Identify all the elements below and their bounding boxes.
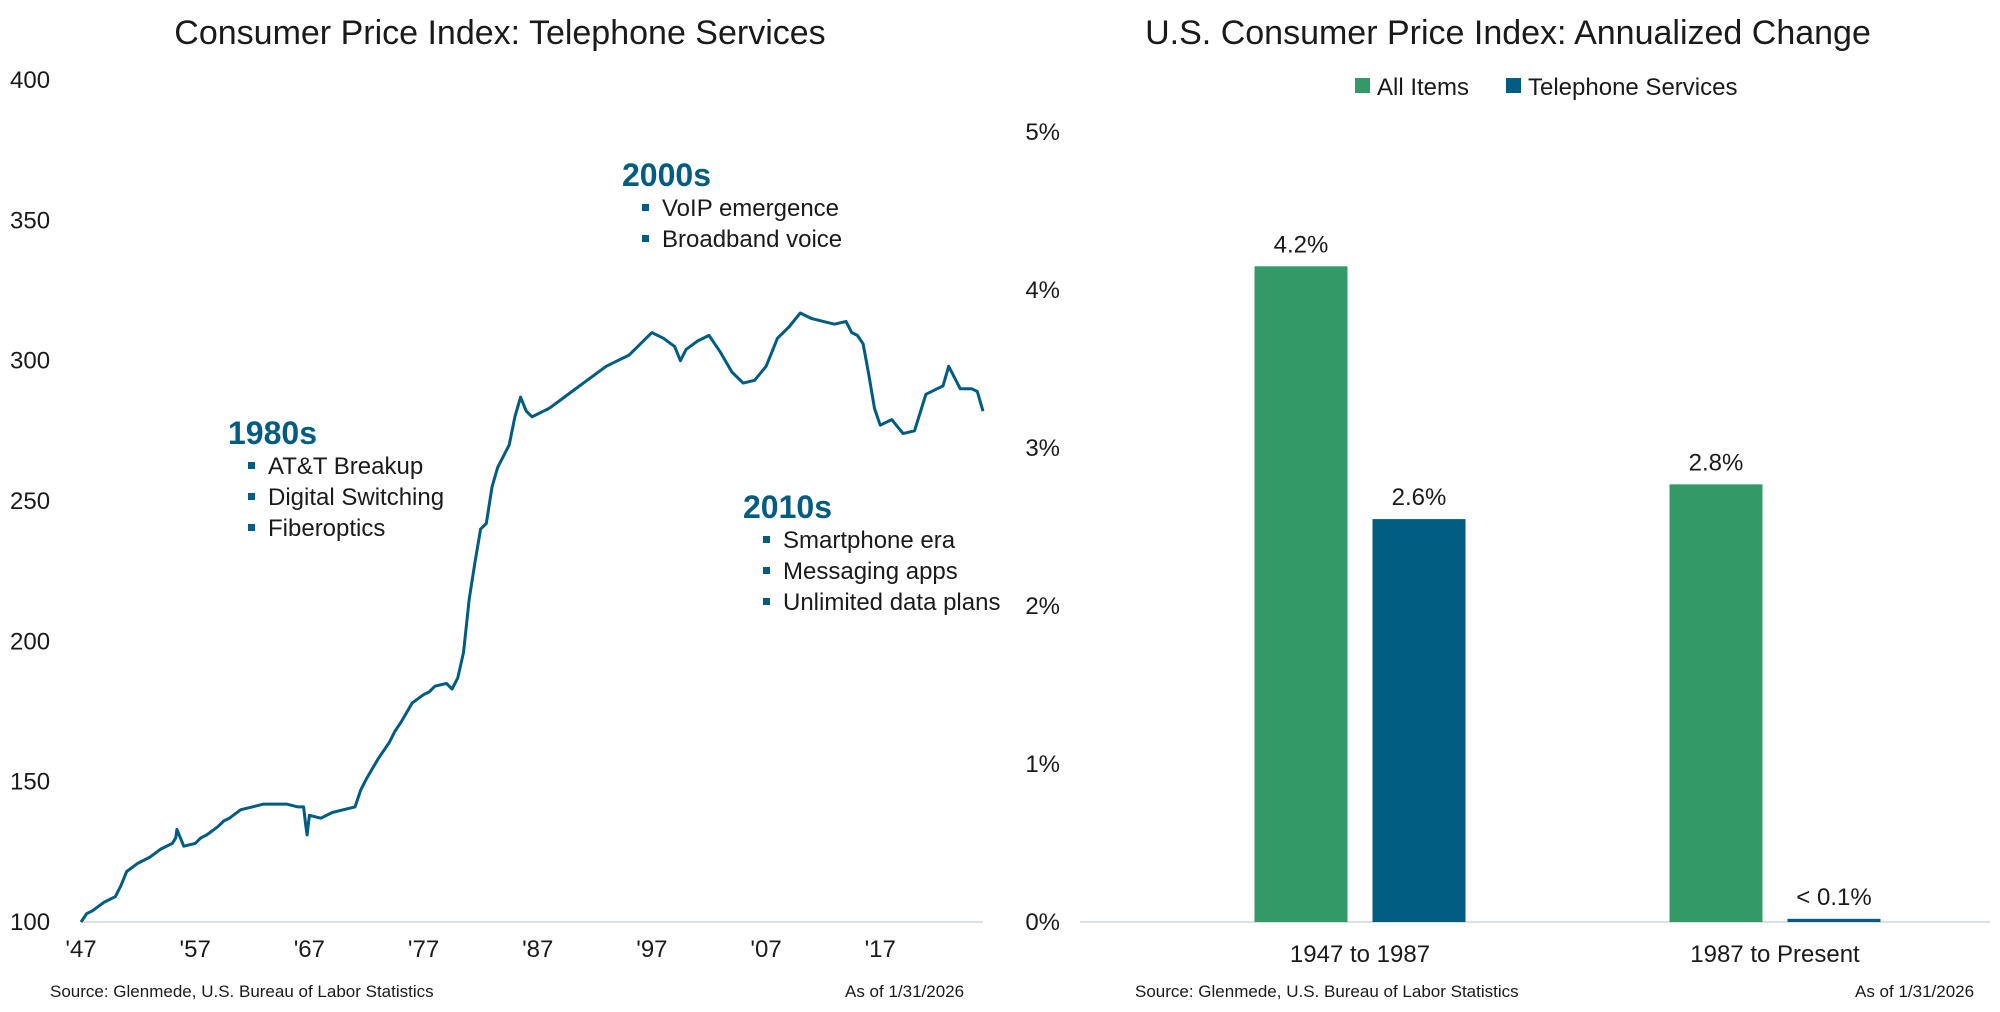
annotation-item: Broadband voice (662, 226, 842, 253)
left-footer-date: As of 1/31/2026 (845, 982, 965, 1001)
bar-y-tick-label: 3% (1025, 435, 1060, 462)
bar-value-label: 2.8% (1689, 449, 1744, 476)
series-line-telephone-services (79, 311, 985, 923)
bar-telephone-services-0 (1372, 519, 1466, 922)
annotation-heading: 1980s (228, 415, 317, 451)
bar-chart-title: U.S. Consumer Price Index: Annualized Ch… (1145, 14, 1871, 52)
annotation-item: Smartphone era (783, 527, 956, 554)
line-y-tick-label: 300 (10, 348, 50, 375)
bar-chart-panel: U.S. Consumer Price Index: Annualized Ch… (1000, 0, 2000, 1012)
legend-label: All Items (1377, 74, 1469, 101)
bar-category-label: 1947 to 1987 (1290, 941, 1430, 968)
line-x-tick-label: '47 (65, 936, 96, 963)
line-x-tick-label: '87 (522, 936, 553, 963)
annotation-bullet (248, 493, 255, 500)
legend-swatch (1506, 78, 1521, 93)
line-x-tick-label: '07 (750, 936, 781, 963)
bar-value-label: 4.2% (1274, 231, 1329, 258)
annotation-bullet (763, 536, 770, 543)
bar-x-ticks: 1947 to 1987 1987 to Present (1290, 941, 1860, 968)
line-x-tick-label: '17 (865, 936, 896, 963)
bar-y-tick-label: 4% (1025, 277, 1060, 304)
line-x-tick-label: '77 (408, 936, 439, 963)
bar-all-items-1 (1669, 484, 1763, 922)
annotation-bullet (763, 567, 770, 574)
bar-data-labels: 4.2% 2.6% 2.8% < 0.1% (1274, 231, 1872, 911)
line-x-ticks: '47 '57 '67 '77 '87 '97 '07 '17 (65, 936, 896, 963)
line-x-tick-label: '97 (636, 936, 667, 963)
annotation-item: AT&T Breakup (268, 453, 423, 480)
bar-value-label: 2.6% (1392, 484, 1447, 511)
annotation-item: VoIP emergence (662, 195, 839, 222)
line-chart-title: Consumer Price Index: Telephone Services (174, 14, 825, 52)
annotation-bullet (248, 462, 255, 469)
right-footer-source: Source: Glenmede, U.S. Bureau of Labor S… (1135, 982, 1519, 1001)
left-footer-source: Source: Glenmede, U.S. Bureau of Labor S… (50, 982, 434, 1001)
annotation-item: Messaging apps (783, 558, 958, 585)
bar-y-tick-label: 2% (1025, 593, 1060, 620)
bar-y-tick-label: 0% (1025, 909, 1060, 936)
bar-chart: U.S. Consumer Price Index: Annualized Ch… (1025, 14, 1990, 968)
annotation-bullet (642, 204, 649, 211)
annotation-item: Fiberoptics (268, 515, 385, 542)
line-y-tick-label: 200 (10, 628, 50, 655)
bar-all-items-0 (1254, 266, 1348, 922)
bar-y-tick-label: 1% (1025, 751, 1060, 778)
line-x-tick-label: '67 (294, 936, 325, 963)
bar-category-label: 1987 to Present (1690, 941, 1860, 968)
line-chart-panel: Consumer Price Index: Telephone Services… (10, 14, 1000, 1001)
line-chart: Consumer Price Index: Telephone Services… (10, 14, 1000, 963)
right-footer-date: As of 1/31/2026 (1855, 982, 1975, 1001)
line-y-tick-label: 100 (10, 909, 50, 936)
bar-y-tick-label: 5% (1025, 119, 1060, 146)
line-y-ticks: 100 150 200 250 300 350 400 (10, 67, 50, 936)
bar-y-ticks: 0% 1% 2% 3% 4% 5% (1025, 119, 1060, 936)
line-y-tick-label: 350 (10, 207, 50, 234)
bar-telephone-services-1 (1787, 918, 1881, 922)
annotation-bullet (248, 524, 255, 531)
line-y-tick-label: 250 (10, 488, 50, 515)
annotation-bullet (642, 235, 649, 242)
bar-marks (1254, 266, 1881, 922)
annotation-bullet (763, 598, 770, 605)
line-x-tick-label: '57 (180, 936, 211, 963)
legend-label: Telephone Services (1528, 74, 1737, 101)
legend-swatch (1355, 78, 1370, 93)
line-y-tick-label: 150 (10, 769, 50, 796)
annotation-heading: 2010s (743, 489, 832, 525)
annotation-heading: 2000s (622, 157, 711, 193)
bar-value-label: < 0.1% (1796, 884, 1871, 911)
bar-legend: All Items Telephone Services (1355, 74, 1737, 101)
annotation-item: Unlimited data plans (783, 589, 1000, 616)
line-y-tick-label: 400 (10, 67, 50, 94)
annotation-item: Digital Switching (268, 484, 444, 511)
